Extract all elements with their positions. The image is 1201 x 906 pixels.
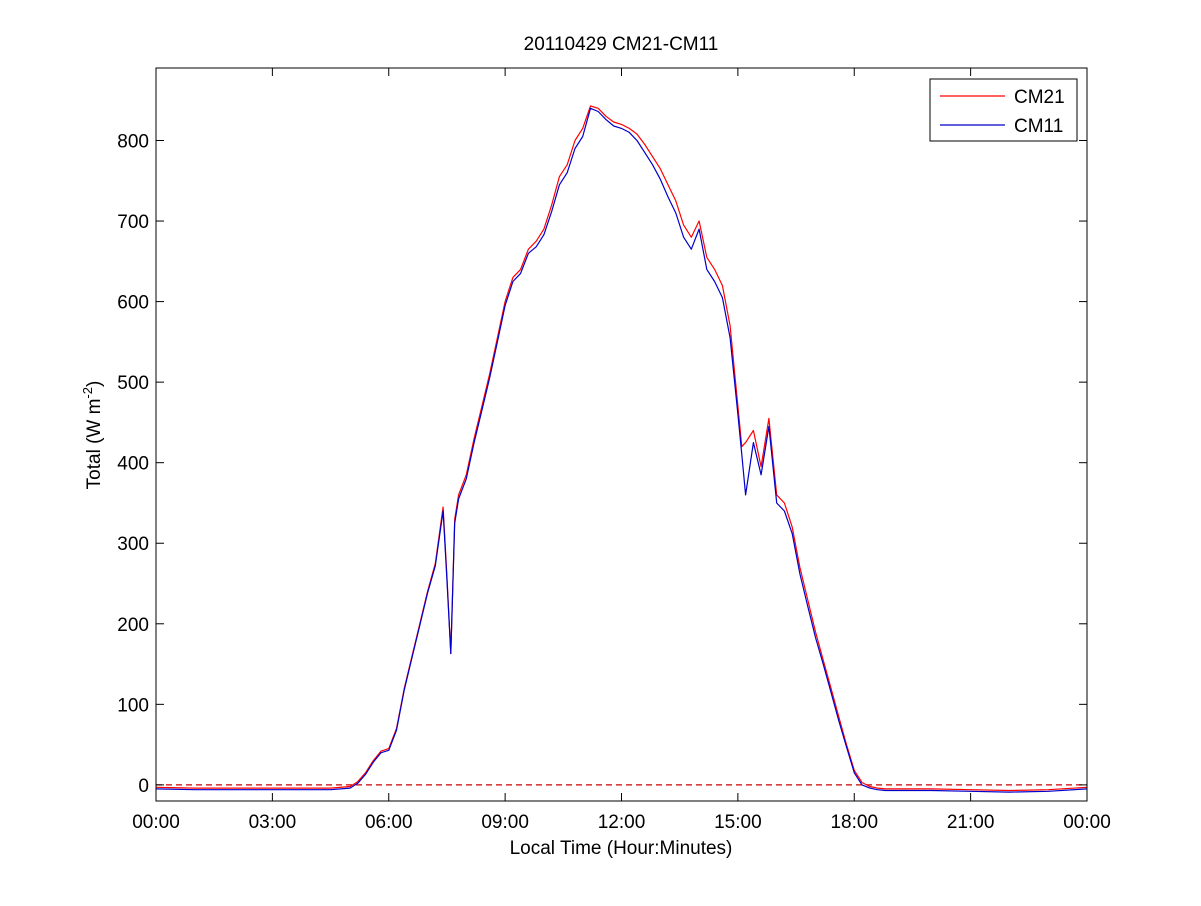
y-tick-label: 400 (117, 454, 149, 475)
chart-title: 20110429 CM21-CM11 (524, 34, 719, 55)
x-axis-ticks: 00:00 03:00 06:00 09:00 12:00 15:00 18:00 21:00… (132, 68, 1111, 833)
y-axis-label-suffix: ) (84, 381, 105, 387)
legend-box (929, 78, 1078, 142)
x-tick-label: 18:00 (830, 812, 878, 833)
x-tick-label: 12:00 (598, 812, 646, 833)
x-tick-label: 15:00 (714, 812, 762, 833)
series-line-cm11 (155, 107, 1088, 793)
y-tick-label: 0 (138, 776, 149, 797)
y-tick-label: 700 (117, 212, 149, 233)
y-axis-label-main: Total (W m (84, 399, 105, 490)
plot-area: 00:00 03:00 06:00 09:00 12:00 15:00 18:00 21:00… (117, 67, 1111, 833)
x-tick-label: 03:00 (249, 812, 297, 833)
y-tick-label: 800 (117, 131, 149, 152)
y-tick-label: 300 (117, 534, 149, 555)
legend: CM21 CM11 (929, 78, 1078, 142)
x-tick-label: 06:00 (365, 812, 413, 833)
x-axis-label: Local Time (Hour:Minutes) (510, 838, 733, 859)
y-tick-label: 500 (117, 373, 149, 394)
legend-label-cm11: CM11 (1014, 116, 1063, 137)
y-tick-label: 600 (117, 293, 149, 314)
x-tick-label: 21:00 (947, 812, 995, 833)
legend-label-cm21: CM21 (1014, 87, 1065, 108)
plot-background (156, 68, 1087, 801)
y-axis-ticks: 0 100 200 300 400 500 600 700 800 (117, 131, 1087, 797)
y-tick-label: 200 (117, 615, 149, 636)
y-axis-label-superscript: -2 (80, 387, 95, 399)
x-tick-label: 00:00 (132, 812, 180, 833)
x-tick-label: 00:00 (1063, 812, 1111, 833)
series-group (155, 105, 1088, 793)
y-axis-label: Total (W m-2) (80, 381, 105, 490)
y-tick-label: 100 (117, 695, 149, 716)
x-tick-label: 09:00 (481, 812, 529, 833)
